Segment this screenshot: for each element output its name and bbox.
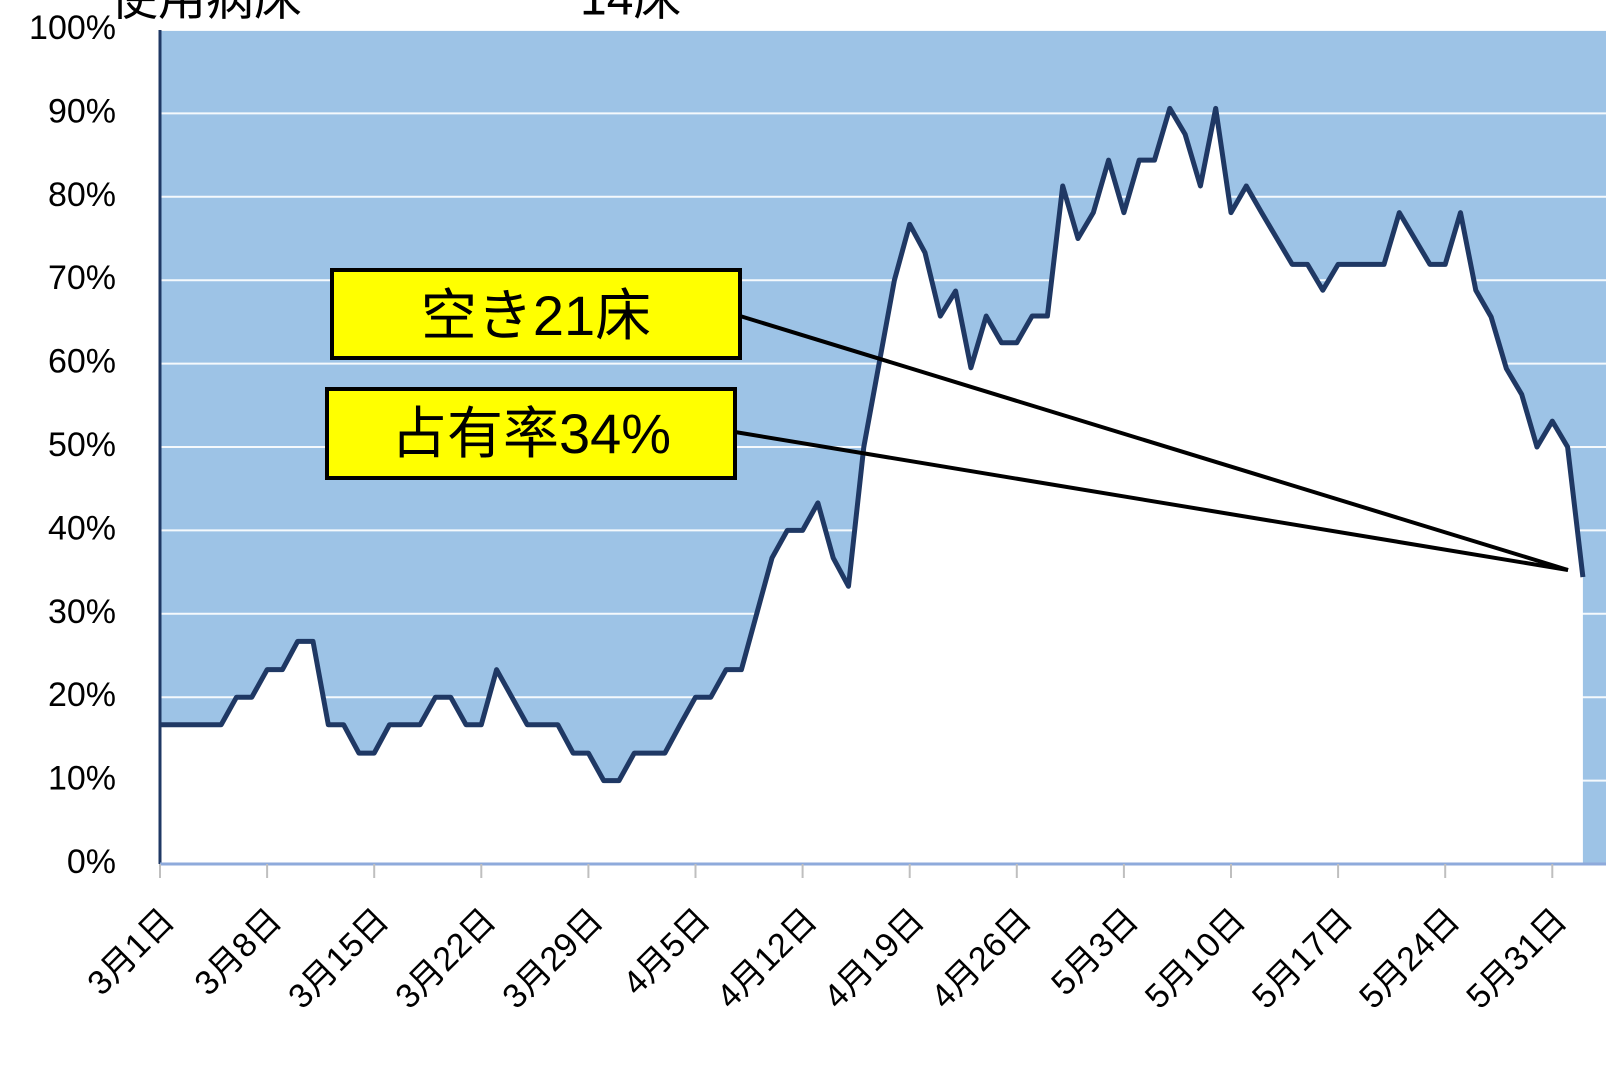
x-tick-label: 4月12日 (710, 901, 825, 1016)
y-tick-label: 70% (48, 259, 116, 297)
x-tick-label: 5月24日 (1352, 901, 1467, 1016)
x-tick-label: 3月22日 (388, 901, 503, 1016)
y-tick-label: 30% (48, 593, 116, 631)
x-tick-label: 4月26日 (924, 901, 1039, 1016)
annotation-leader (734, 430, 1569, 572)
x-tick-label: 3月29日 (495, 901, 610, 1016)
y-tick-label: 90% (48, 92, 116, 130)
annotation-leader (739, 314, 1569, 572)
annotation-box (330, 268, 742, 360)
x-tick-label: 5月10日 (1138, 901, 1253, 1016)
x-tick-label: 3月15日 (281, 901, 396, 1016)
x-tick-label: 5月17日 (1245, 901, 1360, 1016)
x-tick-label: 4月19日 (817, 901, 932, 1016)
chart-subtitle: 14床 (580, 0, 681, 26)
y-tick-label: 60% (48, 343, 116, 381)
annotation-box (325, 387, 737, 480)
y-tick-label: 0% (67, 843, 116, 881)
x-tick-label: 3月1日 (80, 901, 182, 1003)
y-tick-label: 40% (48, 509, 116, 547)
x-tick-label: 5月3日 (1044, 901, 1146, 1003)
y-tick-label: 20% (48, 676, 116, 714)
annotation: 占有率34% (391, 402, 671, 465)
x-tick-label: 5月31日 (1459, 901, 1574, 1016)
plot-area (158, 29, 1606, 866)
area (160, 108, 1583, 865)
line (160, 105, 1586, 784)
y-tick-label: 100% (29, 9, 116, 47)
annotations: 空き21床 占有率34% (325, 268, 1569, 572)
y-tick-label: 50% (48, 426, 116, 464)
y-tick-label: 10% (48, 760, 116, 798)
x-tick-label: 4月5日 (616, 901, 718, 1003)
chart-title: 使用病床 (110, 0, 302, 26)
annotation: 空き21床 (421, 284, 651, 347)
x-tick-label: 3月8日 (187, 901, 289, 1003)
y-tick-label: 80% (48, 176, 116, 214)
